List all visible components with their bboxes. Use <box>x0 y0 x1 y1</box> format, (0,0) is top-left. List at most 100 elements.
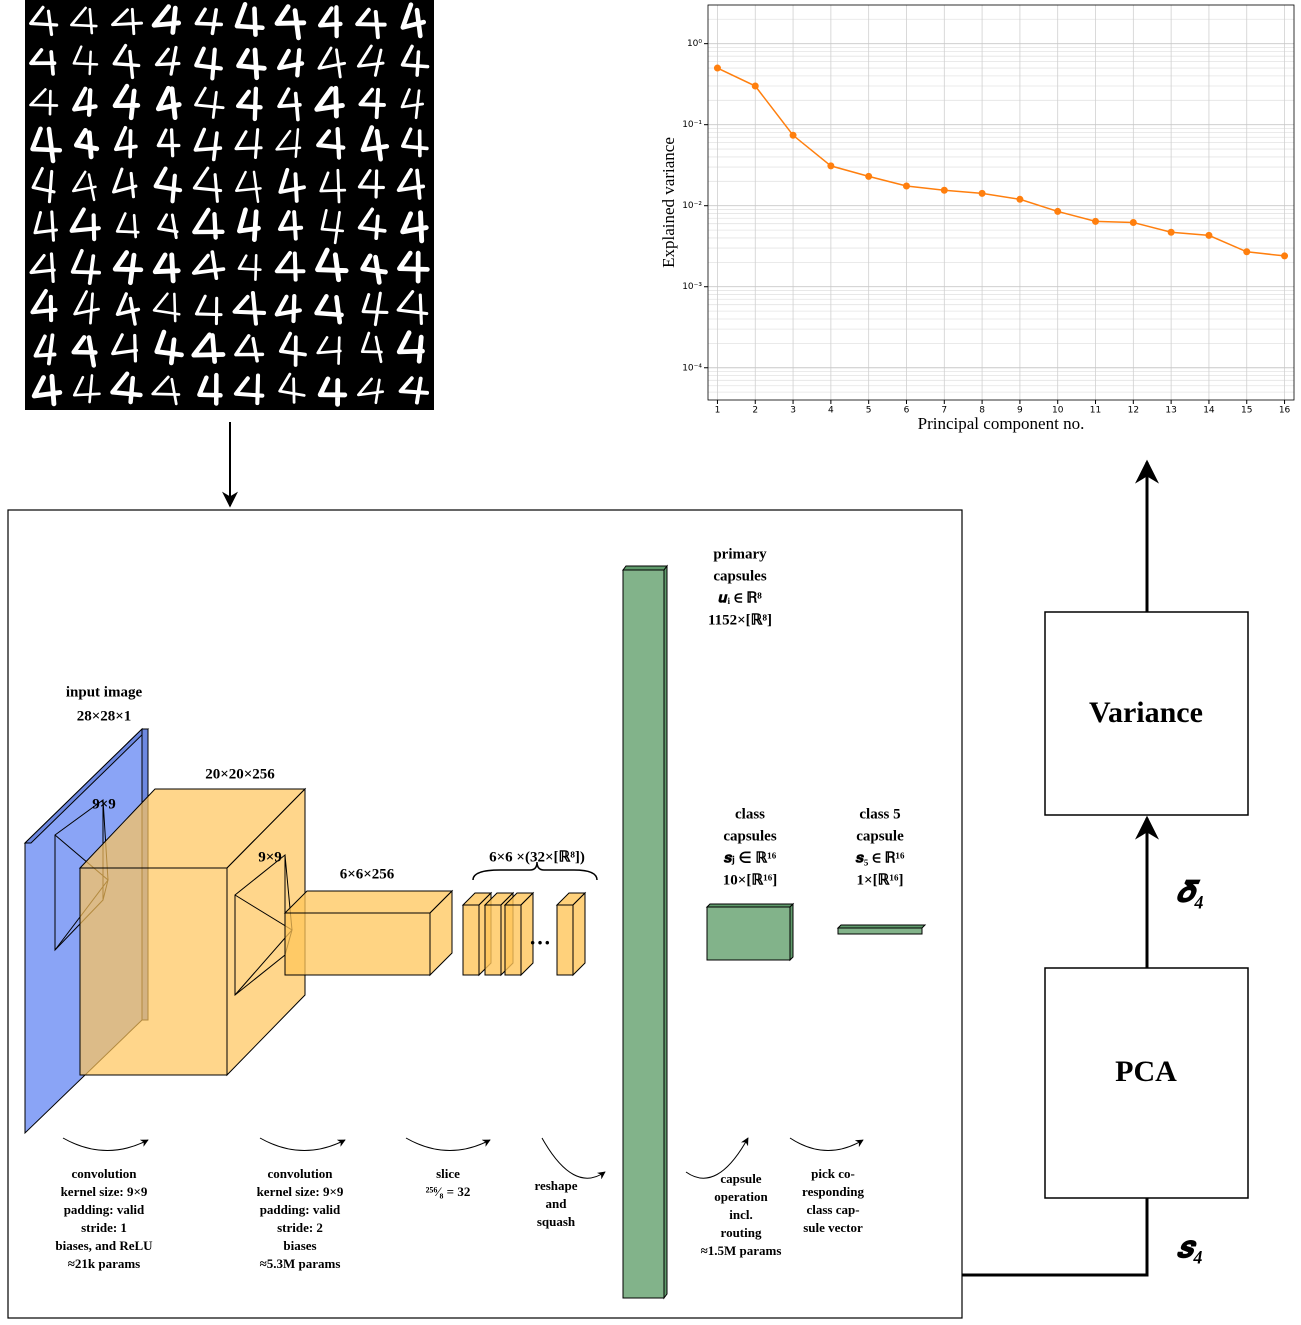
operation-label: padding: valid <box>64 1202 145 1217</box>
variance-label: Variance <box>1089 696 1203 729</box>
pca-label: PCA <box>1115 1055 1177 1088</box>
operation-label: kernel size: 9×9 <box>257 1184 344 1199</box>
x-tick-label: 1 <box>715 406 721 416</box>
slice-front <box>463 905 479 975</box>
operation-label: padding: valid <box>260 1202 341 1217</box>
class-capsules-label: capsules <box>723 828 777 844</box>
data-point <box>827 162 834 169</box>
operation-label: stride: 1 <box>81 1220 127 1235</box>
shape-label: 20×20×256 <box>205 766 275 782</box>
ellipsis: ··· <box>529 930 551 955</box>
plot-frame <box>708 5 1294 400</box>
data-point <box>1281 252 1288 259</box>
x-tick-label: 3 <box>790 406 796 416</box>
operation-label: incl. <box>729 1207 752 1222</box>
input-image-label: input image <box>66 684 143 700</box>
x-tick-label: 4 <box>828 406 834 416</box>
primary-capsules-label: primary <box>713 546 767 562</box>
x-tick-label: 11 <box>1090 406 1101 416</box>
delta-label: 𝜹₄ <box>1175 876 1204 909</box>
class-5-capsule-label: capsule <box>856 828 904 844</box>
operation-label: ≈21k params <box>68 1256 141 1271</box>
data-point <box>865 173 872 180</box>
data-point <box>790 132 797 139</box>
operation-label: convolution <box>267 1166 333 1181</box>
class-capsules-label: class <box>735 806 765 822</box>
shape-label: 6×6×256 <box>340 866 395 882</box>
operation-label: sule vector <box>803 1220 863 1235</box>
x-tick-label: 15 <box>1241 406 1252 416</box>
operation-label: ≈1.5M params <box>701 1243 782 1258</box>
data-point <box>903 183 910 190</box>
y-tick-label: 10⁻¹ <box>682 120 702 130</box>
slice-front <box>505 905 521 975</box>
data-point <box>1243 248 1250 255</box>
kernel-label: 9×9 <box>258 849 282 865</box>
cube-top <box>285 891 452 913</box>
operation-label: and <box>546 1196 568 1211</box>
data-point <box>714 65 721 72</box>
operation-label: squash <box>537 1214 576 1229</box>
cube-front <box>80 868 227 1075</box>
input-image-label: 28×28×1 <box>77 708 132 724</box>
data-point <box>1016 196 1023 203</box>
operation-label: slice <box>436 1166 460 1181</box>
x-tick-label: 13 <box>1165 406 1176 416</box>
y-tick-label: 10⁻⁴ <box>682 363 702 373</box>
operation-label: ²⁵⁶⁄₈ = 32 <box>426 1184 471 1199</box>
class-capsules-box <box>707 907 790 960</box>
operation-label: reshape <box>534 1178 577 1193</box>
operation-label: kernel size: 9×9 <box>61 1184 148 1199</box>
operation-label: capsule <box>720 1171 761 1186</box>
operation-label: pick co- <box>811 1166 855 1181</box>
x-tick-label: 14 <box>1203 406 1215 416</box>
class-capsules-label: 𝒔ⱼ ∈ ℝ¹⁶ <box>724 850 777 866</box>
x-tick-label: 16 <box>1279 406 1291 416</box>
primary-capsules-bar <box>623 570 664 1298</box>
data-point <box>752 83 759 90</box>
s-label: 𝒔₄ <box>1176 1231 1203 1264</box>
figure: Variance PCA 𝜹₄ 𝒔₄ ··· 9×9 20×20×256 9×9… <box>0 0 1301 1325</box>
operation-label: convolution <box>71 1166 137 1181</box>
data-point <box>979 190 986 197</box>
data-point <box>1092 218 1099 225</box>
operation-label: biases, and ReLU <box>55 1238 153 1253</box>
y-tick-label: 10⁻² <box>682 201 702 211</box>
y-tick-label: 10⁰ <box>687 39 702 49</box>
x-tick-label: 12 <box>1128 406 1139 416</box>
operation-label: responding <box>802 1184 864 1199</box>
class-5-capsule-label: 𝒔₅ ∈ ℝ¹⁶ <box>856 850 905 866</box>
operation-label: class cap- <box>806 1202 859 1217</box>
slices <box>463 893 585 975</box>
kernel-label: 9×9 <box>92 796 116 812</box>
operation-label: operation <box>714 1189 768 1204</box>
class-5-capsule-box <box>838 928 922 934</box>
operation-label: routing <box>721 1225 762 1240</box>
data-line <box>717 68 1284 256</box>
class-5-capsule-label: 1×[ℝ¹⁶] <box>857 872 904 888</box>
class-5-capsule-label: class 5 <box>859 806 900 822</box>
page: {"chart_data": {"type": "line", "x": [1,… <box>0 0 1301 1325</box>
slice-front <box>557 905 573 975</box>
x-tick-label: 5 <box>866 406 872 416</box>
y-tick-label: 10⁻³ <box>682 282 702 292</box>
slice-front <box>485 905 501 975</box>
shape-label: 6×6 ×(32×[ℝ⁸]) <box>489 849 585 865</box>
primary-capsules-label: capsules <box>713 568 767 584</box>
data-point <box>941 187 948 194</box>
x-axis-label: Principal component no. <box>918 414 1085 433</box>
conv2-cube <box>285 891 452 975</box>
primary-capsules-label: 1152×[ℝ⁸] <box>708 612 772 628</box>
data-point <box>1168 229 1175 236</box>
chart: 1234567891011121314151610⁰10⁻¹10⁻²10⁻³10… <box>659 5 1294 433</box>
data-point <box>1205 232 1212 239</box>
x-tick-label: 2 <box>752 406 758 416</box>
class-capsules-label: 10×[ℝ¹⁶] <box>723 872 777 888</box>
operation-label: biases <box>283 1238 316 1253</box>
operation-label: ≈5.3M params <box>260 1256 341 1271</box>
slice-side <box>573 893 585 975</box>
mnist-grid <box>25 0 434 410</box>
capsule-bar-top <box>623 566 667 570</box>
primary-capsules-label: 𝒖ᵢ ∈ ℝ⁸ <box>718 590 762 606</box>
x-tick-label: 6 <box>904 406 910 416</box>
